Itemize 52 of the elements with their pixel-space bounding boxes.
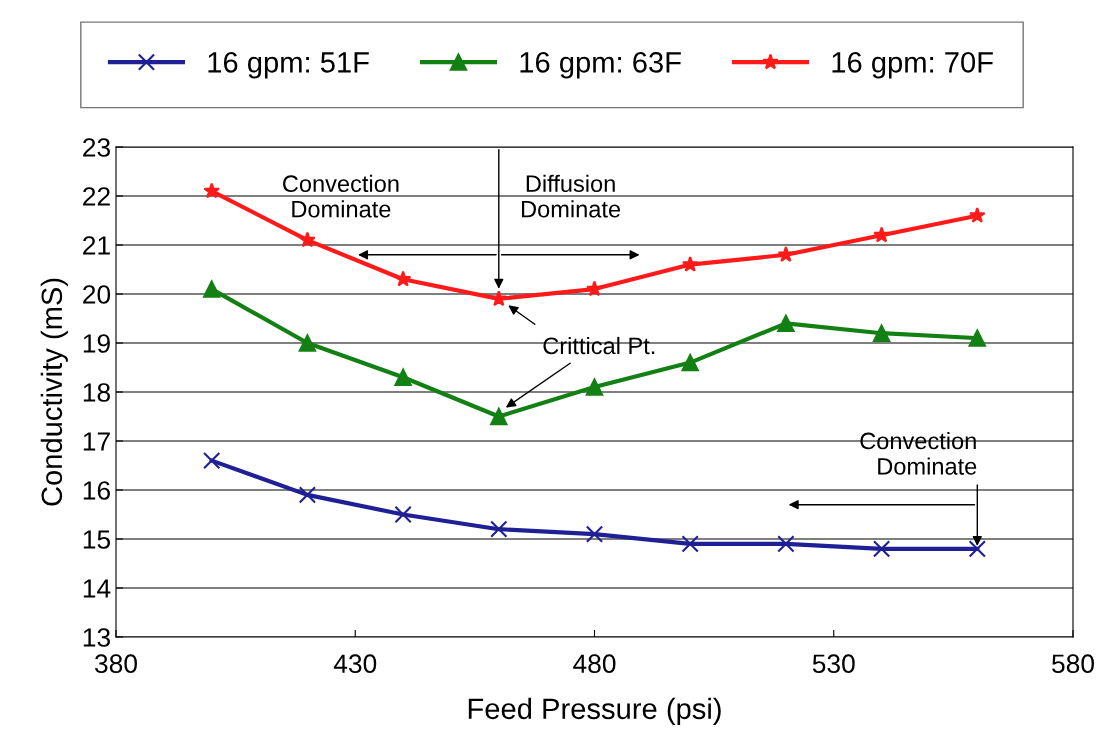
point xyxy=(394,270,412,287)
legend-label: 16 gpm: 63F xyxy=(520,52,681,79)
annotation: Crittical Pt. xyxy=(543,336,655,355)
x-tick-label: 480 xyxy=(573,654,616,674)
x-tick-label: 430 xyxy=(333,654,377,674)
y-tick-label: 15 xyxy=(83,530,111,549)
y-tick-label: 20 xyxy=(83,285,111,304)
point xyxy=(872,540,891,558)
y-tick-label: 19 xyxy=(83,334,110,353)
point xyxy=(394,368,412,386)
point xyxy=(585,378,604,396)
annotation: Diffusion Dominate xyxy=(521,174,621,218)
point xyxy=(872,324,891,342)
y-tick-label: 23 xyxy=(83,138,110,157)
point xyxy=(586,280,603,297)
point xyxy=(299,231,316,248)
point xyxy=(968,540,986,558)
y-tick-label: 22 xyxy=(83,187,110,206)
point xyxy=(203,182,221,199)
y-axis-title: Conductivity (mS) xyxy=(40,278,68,506)
point xyxy=(203,280,221,298)
point xyxy=(203,451,221,470)
point xyxy=(490,407,508,426)
point xyxy=(681,535,699,553)
point xyxy=(968,329,986,347)
point xyxy=(777,535,795,553)
y-tick-label: 14 xyxy=(83,579,111,598)
legend-label: 16 gpm: 51F xyxy=(208,52,369,79)
x-axis-title: Feed Pressure (psi) xyxy=(468,697,721,725)
x-tick-label: 380 xyxy=(94,654,137,674)
x-tick-label: 530 xyxy=(812,654,855,674)
point xyxy=(777,314,795,333)
point xyxy=(681,255,699,272)
legend-label: 16 gpm: 70F xyxy=(832,52,993,79)
point xyxy=(585,525,604,543)
point xyxy=(490,290,508,307)
x-tick-label: 580 xyxy=(1052,654,1094,674)
point xyxy=(777,246,795,263)
y-tick-label: 17 xyxy=(83,432,110,451)
point xyxy=(968,206,986,223)
y-tick-label: 18 xyxy=(83,383,110,402)
point xyxy=(298,486,317,504)
point xyxy=(681,353,699,372)
point xyxy=(298,334,317,352)
annotation: Convection Dominate xyxy=(860,431,977,475)
point xyxy=(873,226,890,243)
y-tick-label: 21 xyxy=(83,236,110,255)
point xyxy=(394,505,412,524)
annotation: Convection Dominate xyxy=(283,174,399,218)
y-tick-label: 13 xyxy=(83,628,110,647)
y-tick-label: 16 xyxy=(83,481,110,500)
point xyxy=(490,520,508,538)
